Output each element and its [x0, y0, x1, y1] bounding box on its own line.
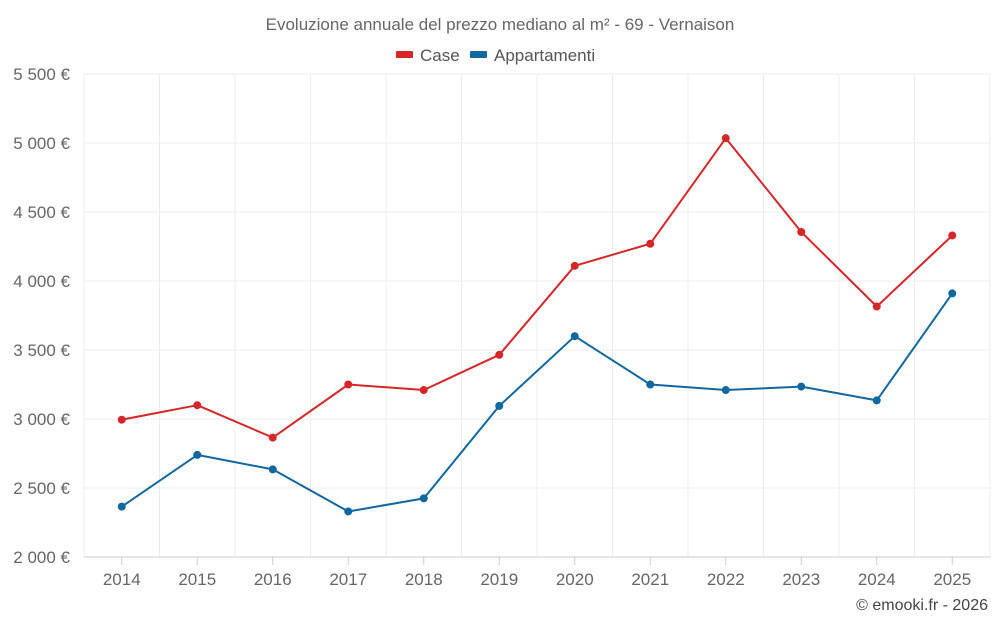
series-layer	[117, 134, 957, 516]
y-tick-label: 3 500 €	[13, 341, 70, 360]
data-point-case[interactable]	[797, 228, 806, 237]
x-tick-label: 2018	[405, 570, 443, 589]
legend-item-case[interactable]: Case	[396, 46, 460, 65]
data-point-case[interactable]	[721, 134, 730, 143]
legend-swatch-appartamenti	[470, 51, 487, 58]
legend-label-case: Case	[420, 46, 460, 65]
data-point-case[interactable]	[872, 302, 881, 311]
axes: 2 000 € 2 500 € 3 000 € 3 500 € 4 000 € 4 500…	[13, 65, 990, 589]
data-point-case[interactable]	[268, 433, 277, 442]
data-point-appartamenti[interactable]	[495, 401, 504, 410]
y-tick-label: 5 000 €	[13, 134, 70, 153]
data-point-appartamenti[interactable]	[193, 450, 202, 459]
y-tick-label: 4 500 €	[13, 203, 70, 222]
credit-text: © emooki.fr - 2026	[856, 597, 988, 614]
x-tick-label: 2014	[103, 570, 141, 589]
x-tick-label: 2019	[480, 570, 518, 589]
data-point-appartamenti[interactable]	[570, 332, 579, 341]
x-tick-label: 2017	[329, 570, 367, 589]
x-tick-label: 2023	[782, 570, 820, 589]
data-point-appartamenti[interactable]	[646, 380, 655, 389]
data-point-case[interactable]	[495, 350, 504, 359]
legend-item-appartamenti[interactable]: Appartamenti	[470, 46, 595, 65]
series-case	[117, 134, 957, 442]
y-tick-label: 3 000 €	[13, 410, 70, 429]
data-point-appartamenti[interactable]	[344, 507, 353, 516]
series-appartamenti	[117, 289, 957, 516]
data-point-appartamenti[interactable]	[872, 396, 881, 405]
x-tick-label: 2025	[933, 570, 971, 589]
data-point-case[interactable]	[570, 261, 579, 270]
y-tick-label: 2 500 €	[13, 479, 70, 498]
grid	[83, 73, 991, 557]
y-tick-label: 2 000 €	[13, 548, 70, 567]
legend-swatch-case	[396, 51, 413, 58]
x-tick-label: 2024	[858, 570, 896, 589]
data-point-case[interactable]	[193, 401, 202, 410]
x-tick-label: 2020	[556, 570, 594, 589]
x-tick-label: 2015	[178, 570, 216, 589]
series-line-appartamenti	[121, 292, 954, 513]
data-point-case[interactable]	[117, 415, 126, 424]
data-point-appartamenti[interactable]	[268, 465, 277, 474]
data-point-case[interactable]	[344, 380, 353, 389]
series-line-case	[121, 137, 953, 439]
data-point-appartamenti[interactable]	[721, 386, 730, 395]
x-tick-label: 2016	[254, 570, 292, 589]
x-tick-label: 2022	[707, 570, 745, 589]
data-point-appartamenti[interactable]	[117, 502, 126, 511]
data-point-case[interactable]	[419, 386, 428, 395]
data-point-case[interactable]	[948, 231, 957, 240]
data-point-appartamenti[interactable]	[948, 289, 957, 298]
legend[interactable]: Case Appartamenti	[396, 46, 595, 65]
y-tick-label: 5 500 €	[13, 65, 70, 84]
y-tick-label: 4 000 €	[13, 272, 70, 291]
data-point-appartamenti[interactable]	[419, 494, 428, 503]
data-point-case[interactable]	[646, 239, 655, 248]
data-point-appartamenti[interactable]	[797, 382, 806, 391]
legend-label-appartamenti: Appartamenti	[494, 46, 595, 65]
x-tick-label: 2021	[631, 570, 669, 589]
chart-title: Evoluzione annuale del prezzo mediano al…	[266, 15, 735, 34]
